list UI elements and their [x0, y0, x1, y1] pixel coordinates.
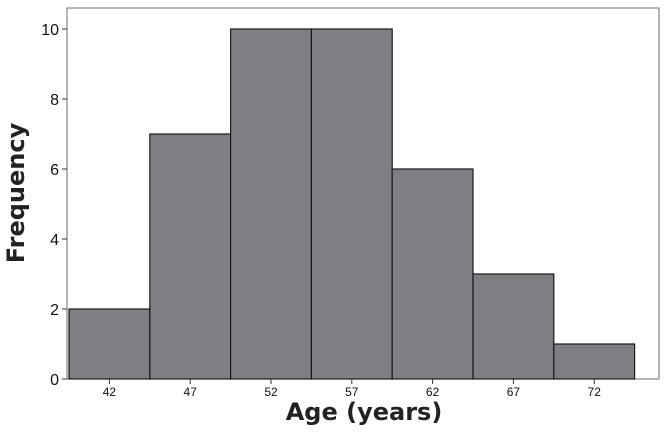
- x-tick-label: 62: [426, 385, 440, 399]
- x-tick-label: 47: [184, 385, 198, 399]
- y-tick-label: 6: [50, 162, 59, 179]
- bar-67: [472, 273, 555, 380]
- bar-62: [391, 168, 474, 380]
- x-tick-label: 52: [264, 385, 278, 399]
- x-tick-label: 42: [103, 385, 117, 399]
- x-tick-label: 67: [507, 385, 521, 399]
- y-tick-label: 4: [50, 232, 59, 249]
- bar-42: [68, 308, 151, 380]
- bars-group: [68, 28, 636, 380]
- y-tick-label: 10: [41, 22, 59, 39]
- y-axis: 0 2 4 6 8 10: [41, 22, 67, 389]
- y-tick-label: 2: [50, 302, 59, 319]
- bar-47: [149, 133, 232, 380]
- x-axis-title: Age (years): [286, 398, 443, 426]
- bar-52: [230, 28, 313, 380]
- y-tick-label: 8: [50, 92, 59, 109]
- x-axis: 42 47 52 57 62 67 72: [103, 379, 601, 399]
- y-axis-title: Frequency: [2, 122, 30, 263]
- bar-57: [310, 28, 393, 380]
- bar-72: [553, 343, 636, 380]
- y-tick-label: 0: [50, 372, 59, 389]
- x-tick-label: 57: [345, 385, 359, 399]
- x-tick-label: 72: [588, 385, 602, 399]
